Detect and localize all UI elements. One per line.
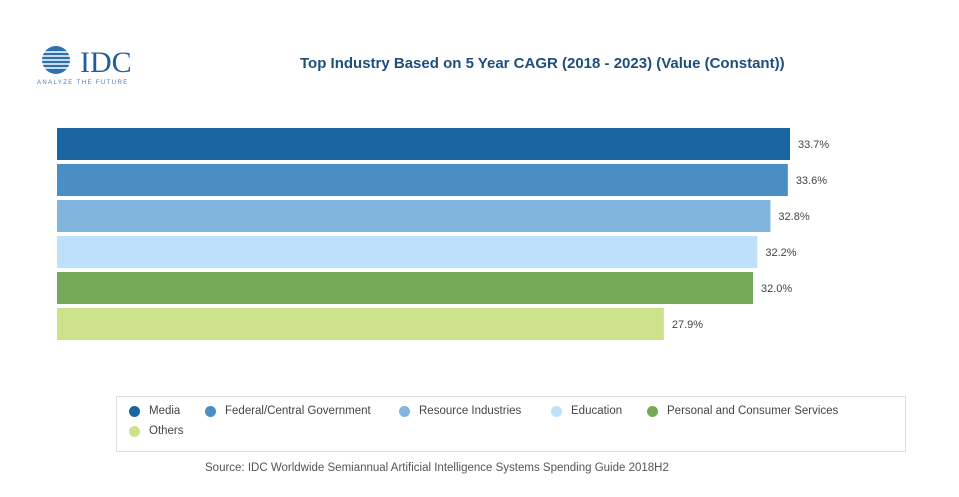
- data-label: 33.7%: [798, 139, 829, 151]
- legend-label: Others: [149, 425, 184, 437]
- data-label: 32.0%: [761, 283, 792, 295]
- legend-item[interactable]: Resource Industries: [399, 405, 521, 417]
- legend-dot-icon: [647, 405, 658, 417]
- svg-text:ANALYZE THE FUTURE: ANALYZE THE FUTURE: [37, 80, 129, 86]
- legend-item[interactable]: Others: [129, 425, 184, 437]
- legend-item[interactable]: Federal/Central Government: [205, 405, 371, 417]
- bar-5: [57, 308, 664, 340]
- legend-dot-icon: [551, 405, 562, 417]
- legend-label: Resource Industries: [419, 405, 522, 417]
- legend-label: Media: [149, 405, 181, 417]
- legend: Media Federal/Central Government Resource …: [116, 396, 906, 452]
- data-label: 27.9%: [672, 319, 703, 331]
- svg-text:IDC: IDC: [80, 46, 132, 79]
- bar-chart: 33.7% 33.6% 32.8% 32.2% 32.0% 27.9%: [57, 128, 829, 340]
- chart-title: Top Industry Based on 5 Year CAGR (2018 …: [300, 55, 785, 72]
- legend-label: Personal and Consumer Services: [667, 405, 839, 417]
- idc-logo: IDC ANALYZE THE FUTURE: [36, 46, 132, 86]
- legend-dot-icon: [129, 425, 140, 437]
- bar-0: [57, 128, 790, 160]
- legend-dot-icon: [205, 405, 216, 417]
- bar-4: [57, 272, 754, 304]
- legend-dot-icon: [129, 405, 140, 417]
- data-label: 32.8%: [778, 211, 809, 223]
- legend-item[interactable]: Media: [129, 405, 180, 417]
- legend-item[interactable]: Personal and Consumer Services: [647, 405, 838, 417]
- data-label: 33.6%: [796, 175, 827, 187]
- legend-label: Federal/Central Government: [225, 405, 371, 417]
- bar-2: [57, 200, 771, 232]
- bar-3: [57, 236, 758, 268]
- data-label: 32.2%: [765, 247, 796, 259]
- legend-label: Education: [571, 405, 623, 417]
- bar-1: [57, 164, 788, 196]
- legend-dot-icon: [399, 405, 410, 417]
- legend-item[interactable]: Education: [551, 405, 622, 417]
- source-note: Source: IDC Worldwide Semiannual Artific…: [205, 462, 669, 474]
